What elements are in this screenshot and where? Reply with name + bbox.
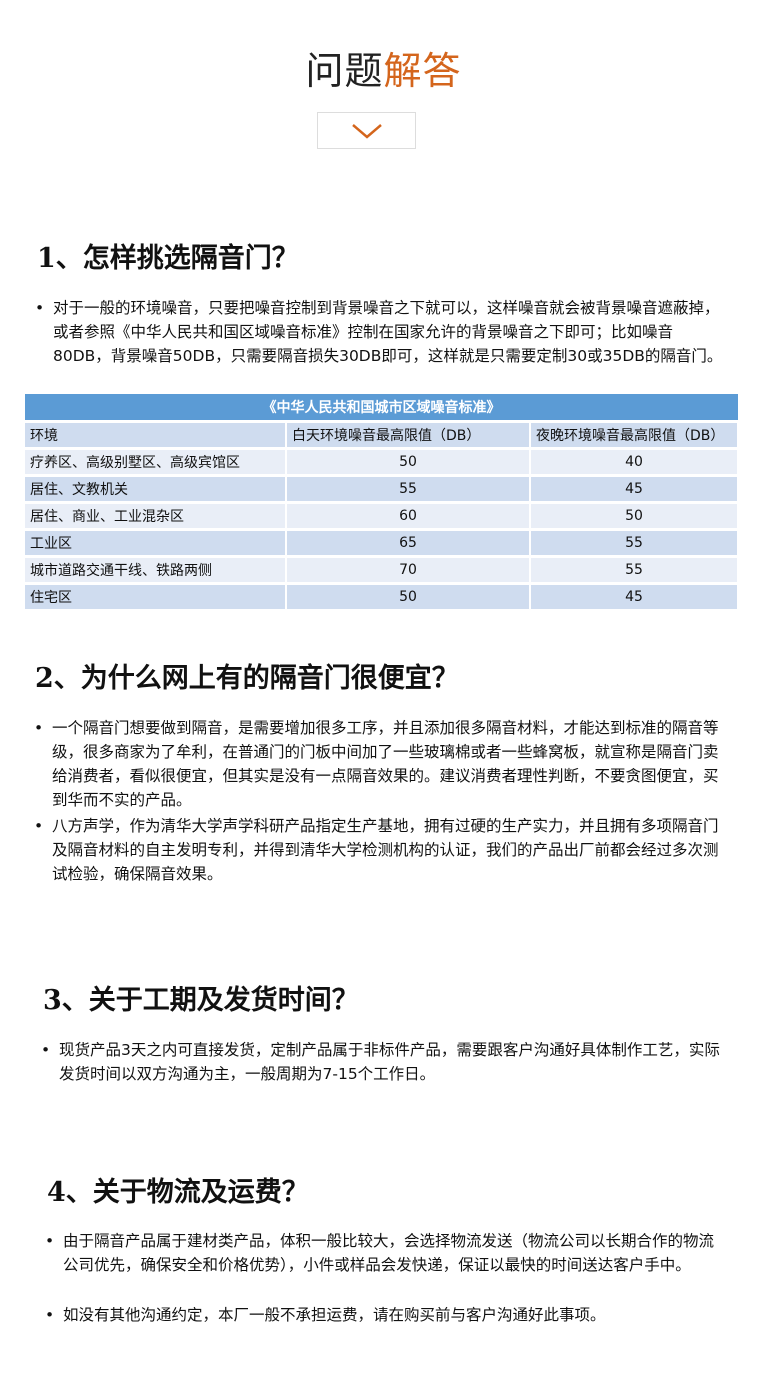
table-row: 住宅区 50 45 xyxy=(25,583,739,612)
column-header: 白天环境噪音最高限值（DB） xyxy=(286,421,531,450)
table-cell: 50 xyxy=(286,448,531,477)
table-cell: 45 xyxy=(530,475,739,504)
table-cell: 工业区 xyxy=(25,529,287,558)
bullet-text: 如没有其他沟通约定，本厂一般不承担运费，请在购买前与客户沟通好此事项。 xyxy=(63,1306,606,1324)
table-cell: 城市道路交通干线、铁路两侧 xyxy=(25,556,287,585)
bullet-item: • 如没有其他沟通约定，本厂一般不承担运费，请在购买前与客户沟通好此事项。 xyxy=(45,1306,606,1324)
bullet-item: • 一个隔音门想要做到隔音，是需要增加很多工序，并且添加很多隔音材料，才能达到标准… xyxy=(34,719,719,809)
table-cell: 50 xyxy=(530,502,739,531)
section-heading: 2、为什么网上有的隔音门很便宜？ xyxy=(35,663,459,694)
table-row: 居住、文教机关 55 45 xyxy=(25,475,739,504)
table-cell: 住宅区 xyxy=(25,583,287,612)
table-row: 工业区 65 55 xyxy=(25,529,739,558)
table-cell: 居住、商业、工业混杂区 xyxy=(25,502,287,531)
section-heading: 1、怎样挑选隔音门？ xyxy=(37,243,299,274)
table-cell: 45 xyxy=(530,583,739,612)
bullet-item: • 现货产品3天之内可直接发货，定制产品属于非标件产品，需要跟客户沟通好具体制作工… xyxy=(41,1041,720,1083)
table-title: 《中华人民共和国城市区域噪音标准》 xyxy=(25,394,738,423)
section-heading: 4、关于物流及运费？ xyxy=(47,1177,309,1208)
table-row: 疗养区、高级别墅区、高级宾馆区 50 40 xyxy=(25,448,739,477)
bullet-text: 八方声学，作为清华大学声学科研产品指定生产基地，拥有过硬的生产实力，并且拥有多项… xyxy=(52,817,719,883)
bullet-item: • 由于隔音产品属于建材类产品，体积一般比较大，会选择物流发送（物流公司以长期合作… xyxy=(45,1232,715,1274)
table-cell: 40 xyxy=(530,448,739,477)
title-accent: 解答 xyxy=(383,49,462,93)
table-cell: 55 xyxy=(530,529,739,558)
noise-standard-table: 《中华人民共和国城市区域噪音标准》 环境 白天环境噪音最高限值（DB） 夜晚环境噪音… xyxy=(25,394,739,612)
bullet-item: • 对于一般的环境噪音，只要把噪音控制到背景噪音之下就可以，这样噪音就会被背景噪音… xyxy=(35,299,723,365)
column-header: 夜晚环境噪音最高限值（DB） xyxy=(530,421,739,450)
table-cell: 55 xyxy=(286,475,531,504)
table-cell: 55 xyxy=(530,556,739,585)
table-cell: 50 xyxy=(286,583,531,612)
bullet-text: 一个隔音门想要做到隔音，是需要增加很多工序，并且添加很多隔音材料，才能达到标准的… xyxy=(52,719,719,809)
table-cell: 60 xyxy=(286,502,531,531)
column-header: 环境 xyxy=(25,421,287,450)
bullet-text: 现货产品3天之内可直接发货，定制产品属于非标件产品，需要跟客户沟通好具体制作工艺… xyxy=(59,1041,720,1083)
table-cell: 居住、文教机关 xyxy=(25,475,287,504)
table-cell: 65 xyxy=(286,529,531,558)
table-cell: 疗养区、高级别墅区、高级宾馆区 xyxy=(25,448,287,477)
section-heading: 3、关于工期及发货时间？ xyxy=(43,985,359,1016)
title-part: 问题 xyxy=(305,49,384,93)
bullet-text: 对于一般的环境噪音，只要把噪音控制到背景噪音之下就可以，这样噪音就会被背景噪音遮… xyxy=(53,299,723,365)
bullet-item: • 八方声学，作为清华大学声学科研产品指定生产基地，拥有过硬的生产实力，并且拥有多… xyxy=(34,817,719,883)
page-title: 问题解答 xyxy=(0,40,767,95)
expand-button[interactable] xyxy=(317,112,416,149)
table-row: 居住、商业、工业混杂区 60 50 xyxy=(25,502,739,531)
bullet-text: 由于隔音产品属于建材类产品，体积一般比较大，会选择物流发送（物流公司以长期合作的… xyxy=(63,1232,715,1274)
chevron-down-icon xyxy=(351,123,382,139)
table-row: 城市道路交通干线、铁路两侧 70 55 xyxy=(25,556,739,585)
table-cell: 70 xyxy=(286,556,531,585)
